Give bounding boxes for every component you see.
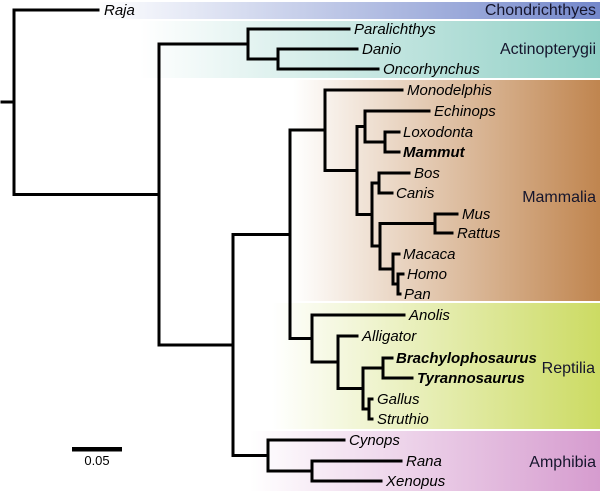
branch-afrotheria: [363, 109, 431, 144]
branch-tetrapoda: [157, 233, 292, 457]
taxon-label-paralichthys: Paralichthys: [354, 21, 436, 38]
taxon-label-macaca: Macaca: [403, 246, 456, 263]
branch-placentalia: [323, 125, 367, 216]
branch-archosauria: [310, 334, 359, 390]
branch-amphibia-root: [231, 438, 346, 473]
taxon-label-gallus: Gallus: [377, 391, 420, 408]
taxon-label-echinops: Echinops: [434, 103, 496, 120]
taxon-label-mammut: Mammut: [403, 144, 466, 161]
taxon-label-mus: Mus: [462, 206, 491, 223]
branch-laurasiatheria: [355, 171, 411, 248]
band-chondrichthyes: [95, 2, 600, 19]
clade-label-amphibia: Amphibia: [529, 454, 596, 471]
branch-glires: [370, 212, 459, 271]
branch-amniota: [288, 128, 327, 340]
branch-root-raja: [0, 8, 100, 196]
taxon-label-brachylophosaurus: Brachylophosaurus: [396, 350, 537, 367]
taxon-label-monodelphis: Monodelphis: [407, 82, 493, 99]
clade-label-actinopterygii: Actinopterygii: [500, 41, 596, 58]
scale-bar-label: 0.05: [84, 453, 109, 468]
taxon-label-rattus: Rattus: [457, 225, 501, 242]
branch-aves: [361, 397, 374, 421]
band-reptilia: [272, 303, 600, 429]
taxon-label-anolis: Anolis: [408, 307, 450, 324]
taxon-label-raja: Raja: [104, 2, 135, 19]
branch-elephantidae: [363, 130, 401, 154]
taxon-label-struthio: Struthio: [377, 411, 429, 428]
taxon-label-danio: Danio: [362, 41, 401, 58]
branch-gnathostome: [12, 42, 250, 347]
clade-label-chondrichthyes: Chondrichthyes: [485, 2, 596, 19]
branch-primates: [378, 252, 405, 296]
taxon-label-xenopus: Xenopus: [385, 473, 446, 490]
taxon-label-homo: Homo: [407, 266, 447, 283]
clade-label-reptilia: Reptilia: [542, 360, 595, 377]
branch-reptilia-root: [288, 313, 406, 364]
clade-label-mammalia: Mammalia: [522, 189, 596, 206]
scale-bar: [72, 447, 122, 452]
branch-anura: [266, 459, 403, 483]
band-mammalia: [293, 80, 600, 301]
taxon-label-cynops: Cynops: [349, 432, 400, 449]
branch-actinopterygii: [246, 27, 380, 71]
branch-dinosauria: [336, 356, 414, 411]
taxon-label-loxodonta: Loxodonta: [403, 124, 473, 141]
taxon-label-tyrannosaurus: Tyrannosaurus: [417, 370, 525, 387]
branch-mammalia-root: [323, 88, 404, 172]
taxon-label-alligator: Alligator: [361, 328, 417, 345]
taxon-label-bos: Bos: [414, 165, 440, 182]
taxon-label-pan: Pan: [404, 286, 431, 303]
taxon-label-canis: Canis: [396, 185, 435, 202]
taxon-label-rana: Rana: [406, 453, 442, 470]
taxon-label-oncorhynchus: Oncorhynchus: [383, 61, 480, 78]
